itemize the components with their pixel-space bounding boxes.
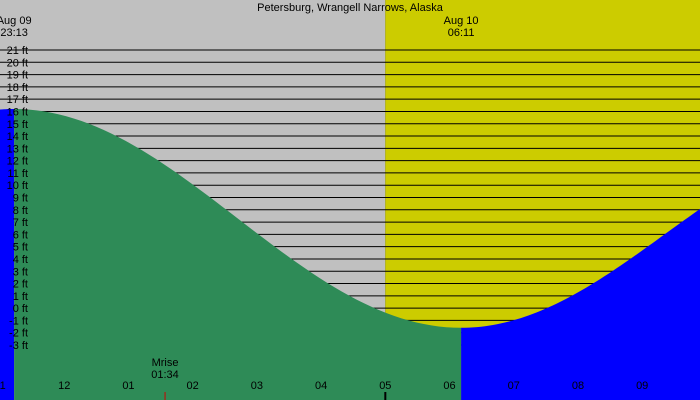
y-tick-label: 7 ft [13, 217, 28, 229]
moon-event-label: Mrise [152, 357, 179, 369]
x-tick-label: 03 [251, 380, 263, 392]
x-tick-label: 09 [636, 380, 648, 392]
x-tick-label: 12 [58, 380, 70, 392]
y-tick-label: 18 ft [7, 82, 28, 94]
y-tick-label: 8 ft [13, 205, 28, 217]
y-tick-label: 11 ft [7, 168, 28, 180]
y-tick-label: 15 ft [7, 119, 28, 131]
y-tick-label: -2 ft [9, 328, 28, 340]
event-date-label: Aug 10 [444, 15, 479, 27]
y-tick-label: 6 ft [13, 229, 28, 241]
y-tick-label: 10 ft [7, 180, 28, 192]
y-tick-label: 16 ft [7, 106, 28, 118]
chart-title: Petersburg, Wrangell Narrows, Alaska [257, 2, 444, 14]
y-tick-label: 2 ft [13, 279, 28, 291]
event-time-label: 23:13 [0, 27, 28, 39]
y-tick-label: 19 ft [7, 70, 28, 82]
x-tick-label: 05 [379, 380, 391, 392]
y-tick-label: 3 ft [13, 266, 28, 278]
y-tick-label: 0 ft [13, 303, 28, 315]
y-tick-label: 12 ft [7, 156, 28, 168]
y-tick-label: -1 ft [9, 315, 28, 327]
y-tick-label: -3 ft [9, 340, 28, 352]
y-tick-label: 5 ft [13, 242, 28, 254]
x-tick-label: 11 [0, 380, 6, 392]
rising-tide-area [0, 109, 15, 400]
x-tick-label: 08 [572, 380, 584, 392]
x-tick-label: 01 [122, 380, 134, 392]
y-tick-label: 9 ft [13, 193, 28, 205]
moon-event-time: 01:34 [151, 369, 179, 381]
y-tick-label: 1 ft [13, 291, 28, 303]
y-tick-label: 4 ft [13, 254, 28, 266]
x-tick-label: 07 [508, 380, 520, 392]
rising-tide-area [461, 208, 700, 400]
y-tick-label: 17 ft [7, 94, 28, 106]
event-date-label: Aug 09 [0, 15, 32, 27]
x-tick-label: 04 [315, 380, 327, 392]
y-tick-label: 20 ft [7, 57, 28, 69]
x-tick-label: 06 [443, 380, 455, 392]
falling-tide-area [14, 109, 462, 400]
x-tick-label: 02 [187, 380, 199, 392]
event-time-label: 06:11 [448, 27, 475, 39]
y-tick-label: 21 ft [7, 45, 28, 57]
y-tick-label: 14 ft [7, 131, 28, 143]
y-tick-label: 13 ft [7, 143, 28, 155]
